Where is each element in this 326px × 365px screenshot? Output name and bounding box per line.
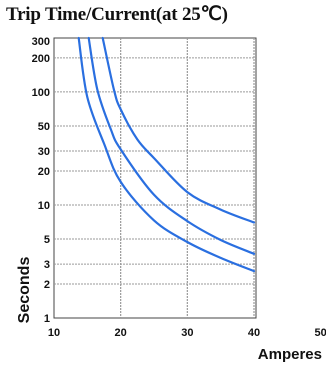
plot-frame bbox=[53, 37, 257, 319]
y-axis-label: Seconds bbox=[16, 257, 33, 324]
series-group bbox=[77, 36, 256, 273]
y-tick-label-20: 20 bbox=[38, 166, 50, 178]
y-tick-label-5: 5 bbox=[44, 234, 50, 246]
y-tick-label-2: 2 bbox=[44, 279, 50, 291]
series-line-3 bbox=[101, 36, 256, 224]
x-tick-labels: 10 20 30 40 50 bbox=[48, 327, 326, 339]
grid-lines bbox=[54, 38, 256, 318]
y-tick-label-30: 30 bbox=[38, 146, 50, 158]
x-axis-label: Amperes bbox=[258, 346, 322, 363]
y-tick-label-300: 300 bbox=[32, 36, 50, 48]
y-tick-label-3: 3 bbox=[44, 259, 50, 271]
x-tick-label-50: 50 bbox=[315, 327, 326, 339]
x-tick-label-10: 10 bbox=[48, 327, 60, 339]
y-tick-label-10: 10 bbox=[38, 200, 50, 212]
x-tick-label-30: 30 bbox=[181, 327, 193, 339]
y-tick-label-1: 1 bbox=[44, 313, 50, 325]
y-tick-label-50: 50 bbox=[38, 121, 50, 133]
x-tick-label-40: 40 bbox=[248, 327, 260, 339]
x-tick-label-20: 20 bbox=[115, 327, 127, 339]
chart-title: Trip Time/Current(at 25℃) bbox=[6, 4, 228, 25]
series-line-1 bbox=[77, 36, 256, 273]
series-line-2 bbox=[87, 36, 256, 255]
y-tick-label-200: 200 bbox=[32, 53, 50, 65]
y-tick-label-100: 100 bbox=[32, 87, 50, 99]
y-tick-labels: 1 2 3 5 10 20 30 50 100 200 300 bbox=[32, 36, 50, 325]
